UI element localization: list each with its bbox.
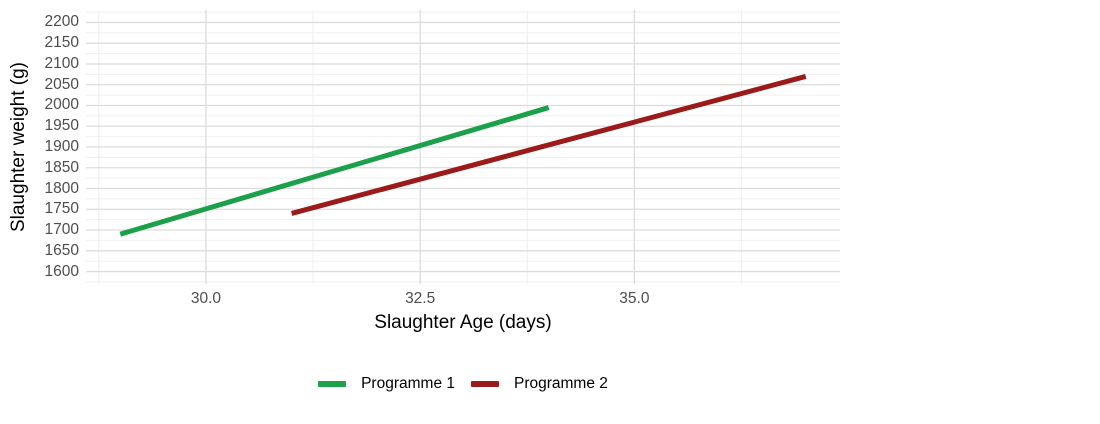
y-tick-label: 1750 xyxy=(44,200,79,218)
legend-label: Programme 2 xyxy=(514,375,608,392)
y-tick-label: 1850 xyxy=(44,158,79,176)
x-tick-label: 30.0 xyxy=(190,290,222,307)
y-tick-label: 1700 xyxy=(44,221,79,239)
y-tick-label: 1650 xyxy=(44,241,79,259)
legend-item-2: Programme 2 xyxy=(471,374,608,394)
y-tick-label: 2000 xyxy=(44,96,79,114)
y-tick-label: 1600 xyxy=(44,262,79,280)
y-tick-label: 2150 xyxy=(44,34,79,52)
plot-panel xyxy=(86,10,840,284)
series-line-2 xyxy=(290,74,807,216)
series-line-1 xyxy=(119,105,550,237)
x-tick-label: 32.5 xyxy=(405,290,436,307)
y-tick-label: 2050 xyxy=(44,75,79,93)
x-tick-label: 35.0 xyxy=(619,290,650,307)
legend-swatch xyxy=(471,381,499,387)
y-tick-label: 1800 xyxy=(44,179,79,197)
y-tick-label: 2200 xyxy=(44,13,79,31)
y-tick-label: 1950 xyxy=(44,117,79,135)
legend: Programme 1 Programme 2 xyxy=(86,374,840,394)
legend-item-1: Programme 1 xyxy=(318,374,455,394)
x-axis-title: Slaughter Age (days) xyxy=(374,312,552,333)
y-tick-label: 2100 xyxy=(44,54,79,72)
legend-label: Programme 1 xyxy=(361,375,455,392)
y-tick-label: 1900 xyxy=(44,138,79,155)
legend-swatch xyxy=(318,381,347,387)
